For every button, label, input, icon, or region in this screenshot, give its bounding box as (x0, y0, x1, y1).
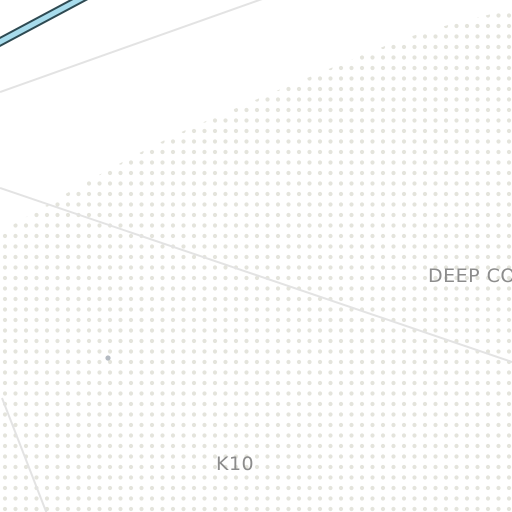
region-label: DEEP CO (428, 265, 512, 287)
road-line-diagonal (0, 187, 512, 363)
road-ref-label: K10 (216, 453, 255, 475)
point-marker[interactable] (105, 355, 111, 361)
road-line-lower-left (1, 397, 48, 512)
road-line-top (0, 0, 263, 93)
dotted-area (0, 9, 512, 512)
river (0, 0, 89, 47)
